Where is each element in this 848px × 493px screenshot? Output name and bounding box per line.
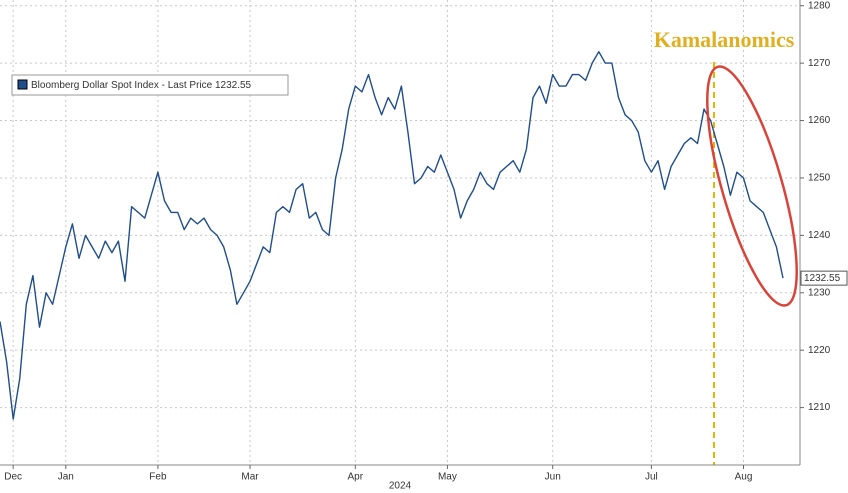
x-tick-label: Aug [735, 472, 753, 483]
x-axis-year: 2024 [389, 481, 412, 492]
legend-swatch [17, 79, 28, 90]
highlight-ellipse [706, 65, 798, 307]
x-tick-label: Dec [4, 472, 22, 483]
price-line [0, 51, 784, 420]
y-tick-label: 1250 [808, 173, 831, 184]
y-tick-label: 1270 [808, 58, 831, 69]
x-tick-label: Mar [241, 472, 259, 483]
x-tick-label: May [438, 472, 457, 483]
legend-box [11, 74, 289, 96]
y-tick-label: 1280 [808, 0, 831, 11]
legend-label: Bloomberg Dollar Spot Index - Last Price… [31, 80, 252, 91]
last-price-label: 1232.55 [804, 273, 841, 284]
x-tick-label: Jan [58, 472, 74, 483]
annotation-title: Kamalanomics [654, 27, 795, 52]
x-tick-label: Jul [645, 472, 658, 483]
y-tick-label: 1210 [808, 402, 831, 413]
y-tick-label: 1220 [808, 345, 831, 356]
y-tick-label: 1240 [808, 230, 831, 241]
x-tick-label: Jun [545, 472, 561, 483]
y-tick-label: 1230 [808, 287, 831, 298]
last-price-box [800, 270, 848, 286]
x-tick-label: Feb [149, 472, 167, 483]
x-tick-label: Apr [348, 472, 364, 483]
y-tick-label: 1260 [808, 115, 831, 126]
